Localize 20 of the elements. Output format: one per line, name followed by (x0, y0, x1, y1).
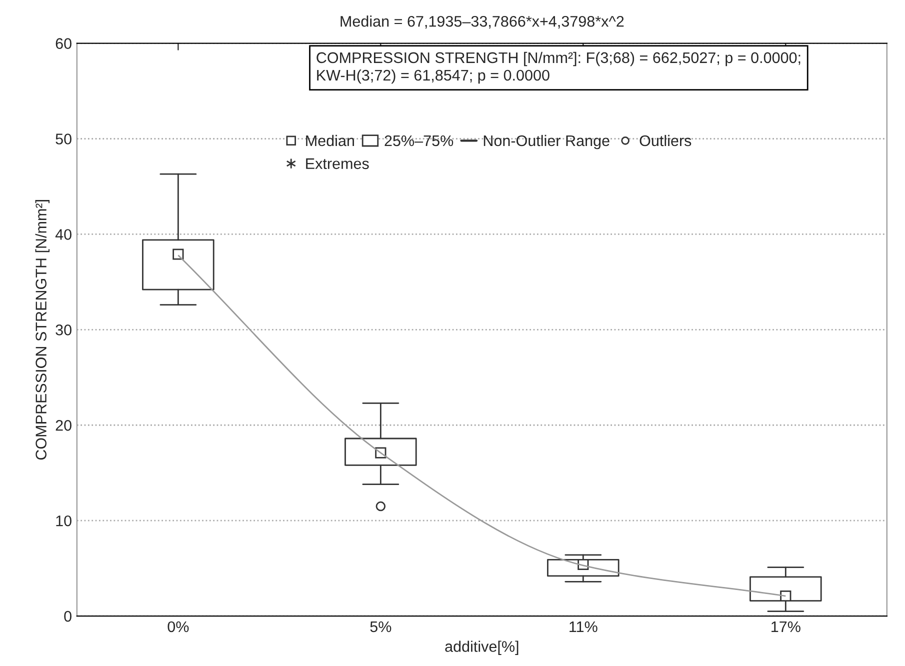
y-axis-title: COMPRESSION STRENGTH [N/mm²] (35, 200, 50, 460)
chart-title: Median = 67,1935–33,7866*x+4,3798*x^2 (340, 16, 624, 29)
annotation: 25%–75% (384, 135, 454, 146)
y-tick-label: 20 (56, 420, 72, 431)
annotation: Extremes (306, 158, 369, 170)
x-tick-label: 5% (370, 621, 392, 632)
x-tick-label: 11% (570, 621, 598, 632)
annotation: Non-Outlier Range (484, 134, 610, 150)
y-tick-label: 60 (56, 38, 72, 49)
x-tick-label: 0% (168, 621, 189, 632)
y-tick-label: 50 (56, 134, 72, 144)
y-tick-label: 30 (56, 324, 72, 336)
annotation: Outliers (640, 134, 692, 146)
annotation: Median (306, 134, 354, 146)
y-tick-label: 40 (55, 229, 72, 240)
x-tick-label: 17% (772, 621, 800, 632)
x-axis-title: additive[%] (445, 640, 518, 655)
annotation: COMPRESSION STRENGTH [N/mm²]: F(3;68) = 662,5027; p = 0.0000; KW-H(3;72) = 61,8547; p = 0.0000 (316, 52, 800, 84)
y-tick-label: 0 (64, 610, 72, 622)
y-tick-label: 10 (56, 515, 72, 526)
